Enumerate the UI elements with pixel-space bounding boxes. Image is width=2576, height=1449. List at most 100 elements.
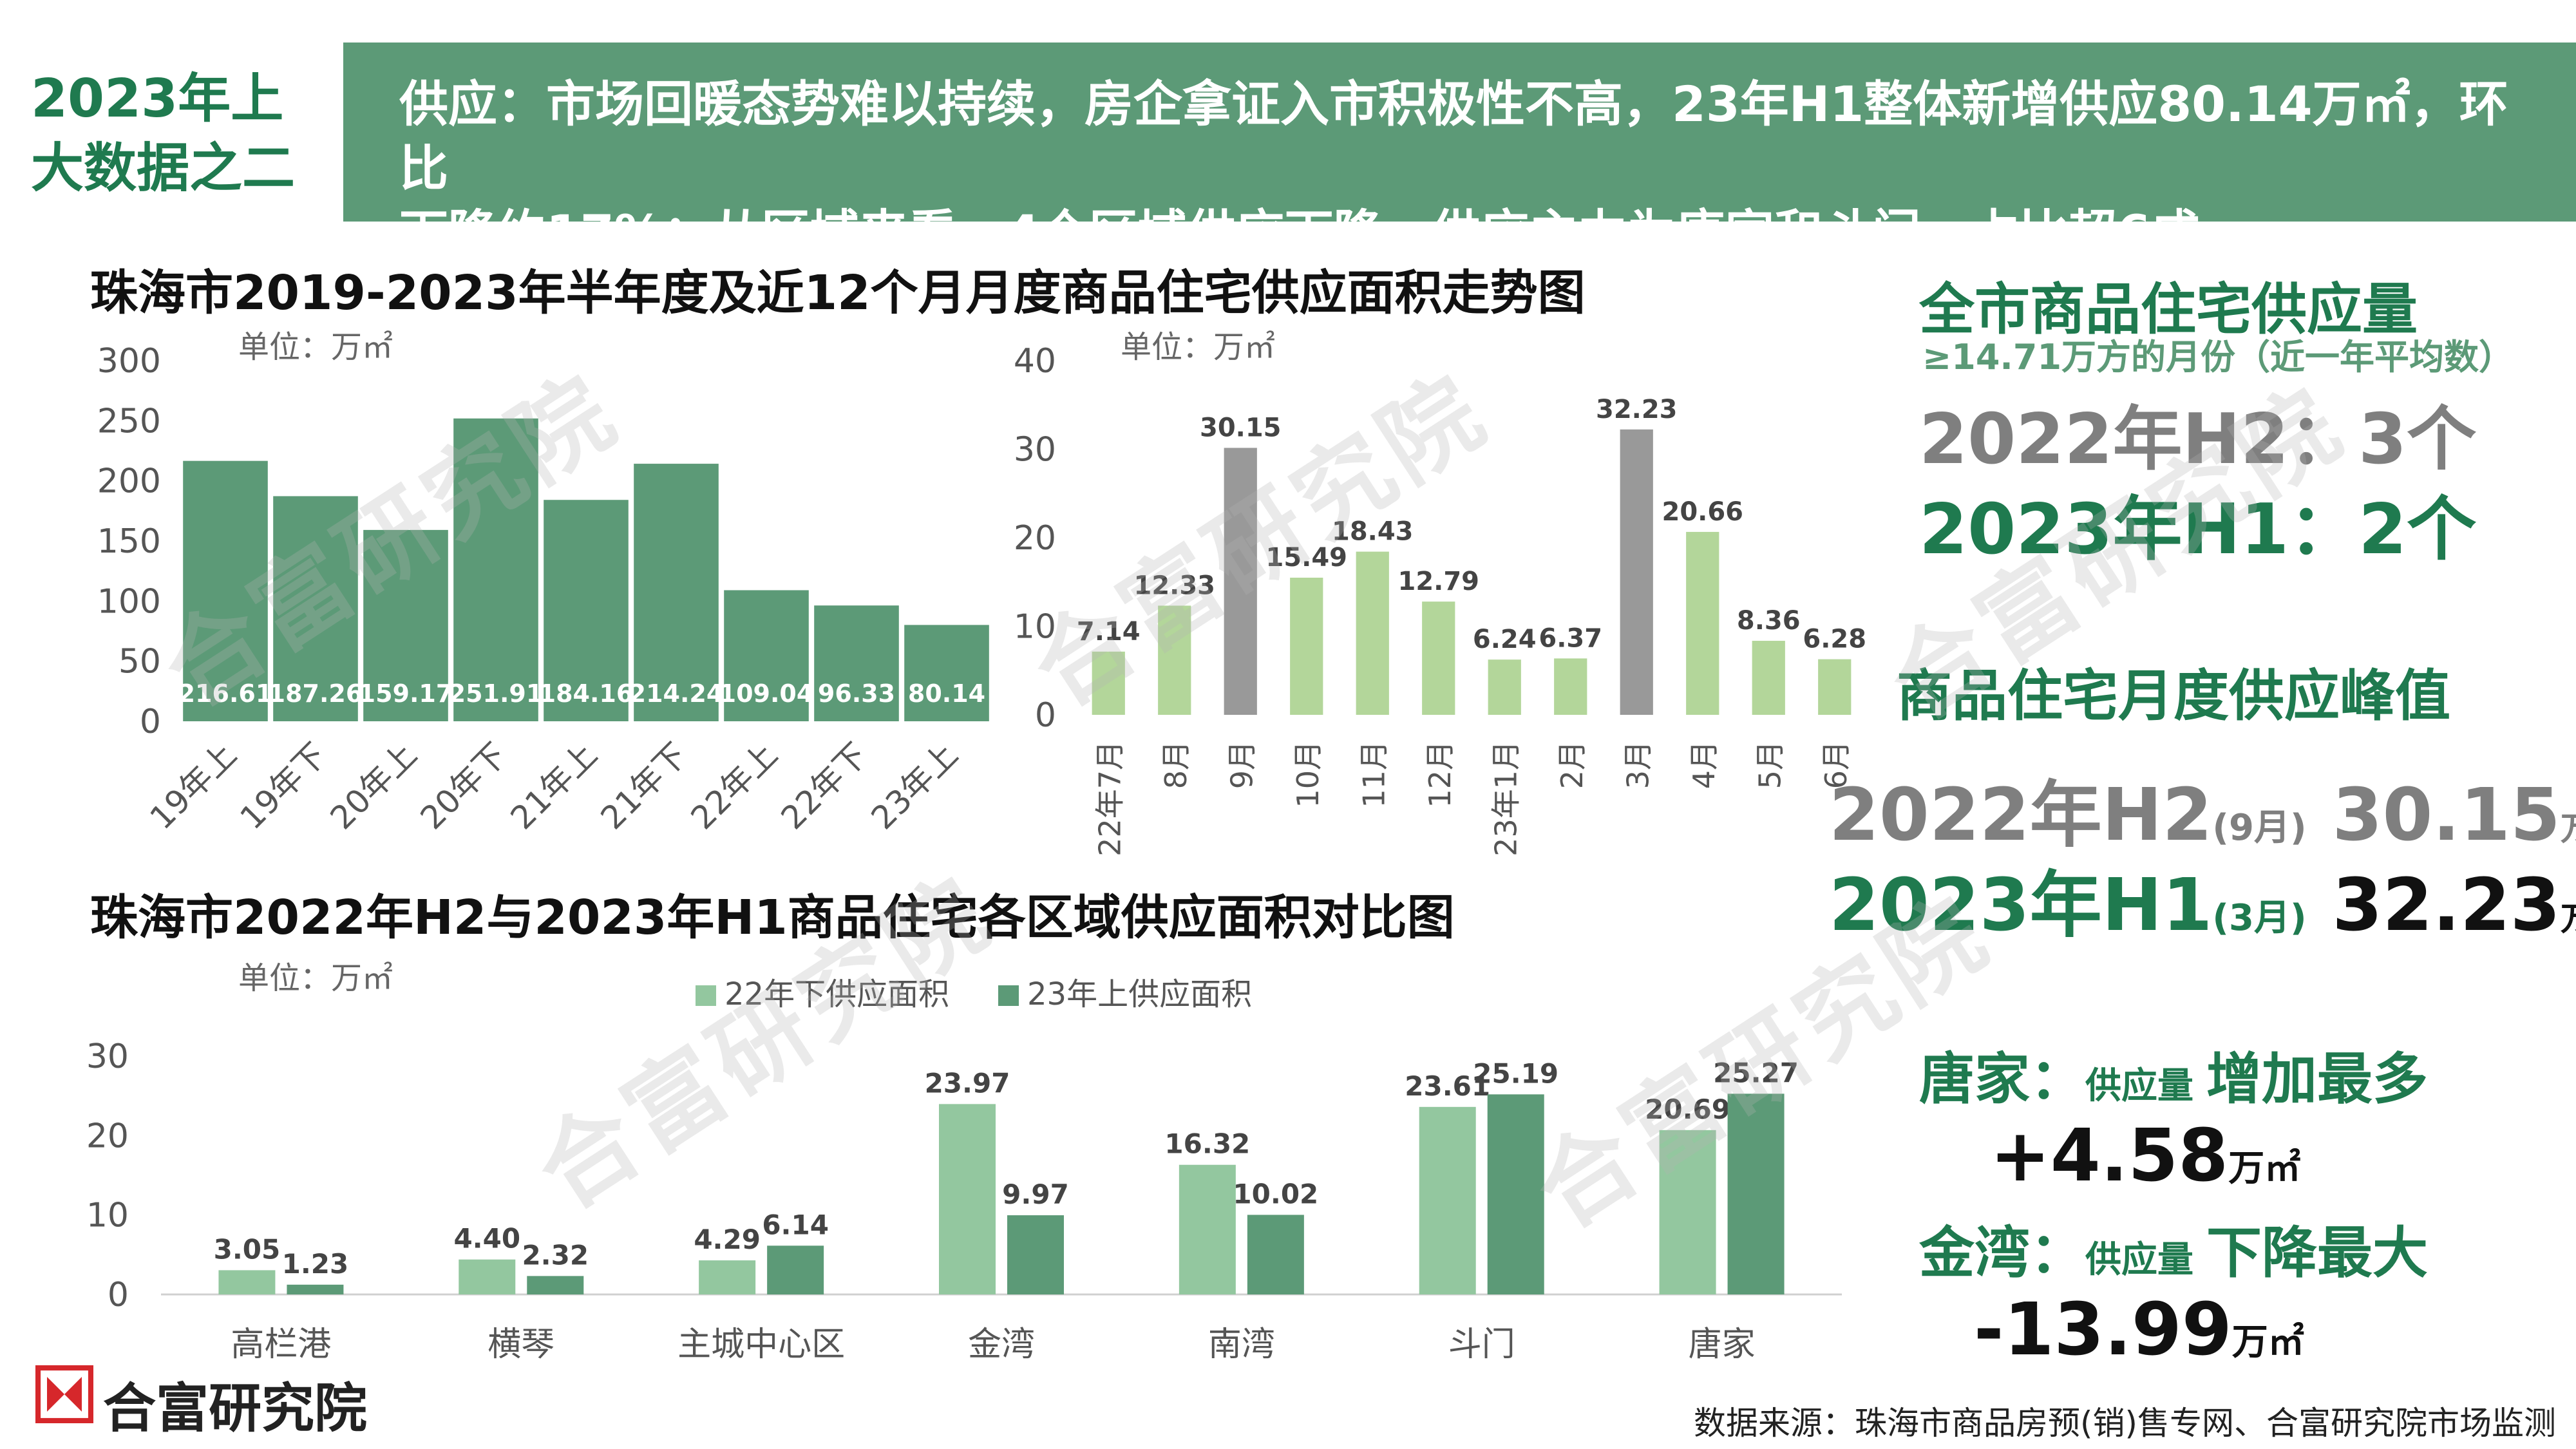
y-tick-label: 40 bbox=[1014, 342, 1056, 381]
tangjia-supply-label: 供应量 bbox=[2085, 1065, 2193, 1107]
bar bbox=[287, 1284, 344, 1294]
bar bbox=[1686, 531, 1719, 715]
peak-h2-value: 30.15 bbox=[2332, 773, 2561, 857]
data-source: 数据来源：珠海市商品房预(销)售专网、合富研究院市场监测 bbox=[1694, 1405, 2557, 1442]
data-label: 23.61 bbox=[1405, 1070, 1490, 1102]
data-label: 109.04 bbox=[719, 679, 814, 708]
data-label: 216.61 bbox=[178, 679, 273, 708]
peak-h2-month: (9月) bbox=[2212, 807, 2307, 849]
data-label: 12.33 bbox=[1133, 571, 1215, 600]
section-label-line2: 大数据之二 bbox=[31, 138, 296, 199]
x-tick-label: 23年1月 bbox=[1488, 741, 1523, 857]
bottom-section-title: 珠海市2022年H2与2023年H1商品住宅各区域供应面积对比图 bbox=[90, 890, 1455, 945]
tangjia-value-row: +4.58万㎡ bbox=[1990, 1114, 2300, 1198]
y-tick-label: 100 bbox=[97, 582, 161, 621]
bar bbox=[183, 460, 268, 721]
bar bbox=[1422, 601, 1455, 715]
data-label: 214.24 bbox=[629, 679, 724, 708]
h1-month-count: 2023年H1：2个 bbox=[1919, 489, 2477, 570]
data-label: 184.16 bbox=[539, 679, 634, 708]
bar bbox=[724, 590, 809, 721]
y-tick-label: 200 bbox=[97, 462, 161, 501]
bar bbox=[453, 418, 538, 721]
data-label: 159.17 bbox=[359, 679, 453, 708]
data-label: 6.24 bbox=[1473, 625, 1537, 654]
bar bbox=[1727, 1094, 1785, 1294]
bar bbox=[904, 625, 989, 721]
y-tick-label: 300 bbox=[97, 342, 161, 381]
bar bbox=[363, 529, 448, 721]
peak-h1-value: 32.23 bbox=[2332, 864, 2561, 947]
legend-swatch bbox=[696, 985, 716, 1006]
bar bbox=[939, 1104, 996, 1294]
bar bbox=[1290, 578, 1323, 715]
section-label: 2023年上 大数据之二 bbox=[31, 64, 301, 204]
jinwan-unit: 万㎡ bbox=[2231, 1321, 2304, 1363]
peak-h2-label: 2022年H2 bbox=[1829, 773, 2213, 857]
y-tick-label: 0 bbox=[108, 1276, 129, 1314]
summary-line1: 供应：市场回暖态势难以持续，房企拿证入市积极性不高，23年H1整体新增供应80.… bbox=[399, 75, 2508, 197]
legend-label: 23年上供应面积 bbox=[1027, 976, 1252, 1012]
x-tick-label: 19年下 bbox=[233, 735, 334, 837]
unit-label: 单位：万㎡ bbox=[238, 960, 393, 996]
x-tick-label: 斗门 bbox=[1448, 1325, 1515, 1364]
y-tick-label: 250 bbox=[97, 402, 161, 440]
y-tick-label: 150 bbox=[97, 522, 161, 561]
bar bbox=[1488, 659, 1521, 715]
x-tick-label: 11月 bbox=[1356, 741, 1391, 808]
x-tick-label: 6月 bbox=[1819, 741, 1853, 789]
x-tick-label: 主城中心区 bbox=[677, 1325, 845, 1364]
x-tick-label: 南湾 bbox=[1208, 1325, 1275, 1364]
data-label: 20.66 bbox=[1662, 497, 1743, 527]
x-tick-label: 9月 bbox=[1224, 741, 1259, 789]
x-tick-label: 金湾 bbox=[968, 1325, 1035, 1364]
bar bbox=[634, 464, 719, 721]
x-tick-label: 高栏港 bbox=[231, 1325, 331, 1364]
bar bbox=[1007, 1215, 1064, 1294]
jinwan-desc: 下降最大 bbox=[2206, 1221, 2428, 1285]
supply-count-title: 全市商品住宅供应量 bbox=[1919, 278, 2418, 342]
bar bbox=[1356, 551, 1389, 715]
data-label: 4.29 bbox=[694, 1224, 761, 1255]
data-label: 15.49 bbox=[1265, 543, 1347, 573]
y-tick-label: 0 bbox=[1035, 696, 1056, 735]
district-supply-chart: 0 10 20 30 单位：万㎡ 22年下供应面积 23年上供应面积 3.05 1.23 高栏港 4… bbox=[86, 960, 1842, 1364]
bar bbox=[218, 1270, 276, 1294]
x-tick-label: 20年下 bbox=[413, 735, 515, 837]
peak-title: 商品住宅月度供应峰值 bbox=[1897, 664, 2450, 728]
x-tick-label: 23年上 bbox=[864, 735, 965, 837]
bar bbox=[699, 1260, 756, 1294]
supply-count-subtitle: ≥14.71万方的月份（近一年平均数） bbox=[1922, 337, 2514, 377]
bar bbox=[544, 500, 629, 721]
data-label: 32.23 bbox=[1596, 395, 1678, 424]
x-tick-label: 22年下 bbox=[774, 735, 875, 837]
x-tick-label: 横琴 bbox=[488, 1325, 554, 1364]
bar bbox=[767, 1245, 824, 1294]
bar bbox=[273, 496, 358, 721]
data-label: 6.28 bbox=[1803, 625, 1866, 654]
peak-h1-label: 2023年H1 bbox=[1829, 864, 2213, 947]
bar bbox=[1224, 448, 1257, 715]
data-label: 23.97 bbox=[925, 1067, 1010, 1099]
data-label: 25.19 bbox=[1473, 1057, 1558, 1089]
y-tick-label: 0 bbox=[140, 703, 161, 741]
x-tick-label: 19年上 bbox=[143, 735, 244, 837]
x-tick-label: 10月 bbox=[1291, 741, 1325, 808]
bar bbox=[527, 1276, 584, 1294]
data-label: 96.33 bbox=[818, 679, 895, 708]
y-tick-label: 50 bbox=[118, 643, 161, 681]
summary-line2: 下降约17%；从区域来看，4个区域供应下降，供应主力为唐家和斗门，占比超6成。 bbox=[399, 204, 2249, 261]
jinwan-name: 金湾： bbox=[1919, 1221, 2085, 1285]
x-tick-label: 3月 bbox=[1620, 741, 1655, 789]
x-tick-label: 22年上 bbox=[684, 735, 785, 837]
data-label: 80.14 bbox=[908, 679, 985, 708]
data-label: 16.32 bbox=[1164, 1128, 1250, 1160]
bar bbox=[1158, 605, 1191, 715]
legend-label: 22年下供应面积 bbox=[724, 976, 949, 1012]
top-section-title: 珠海市2019-2023年半年度及近12个月月度商品住宅供应面积走势图 bbox=[90, 265, 1586, 321]
data-label: 6.14 bbox=[762, 1209, 829, 1240]
bar bbox=[1620, 429, 1653, 715]
data-label: 12.79 bbox=[1397, 567, 1479, 596]
y-tick-label: 10 bbox=[86, 1197, 129, 1235]
